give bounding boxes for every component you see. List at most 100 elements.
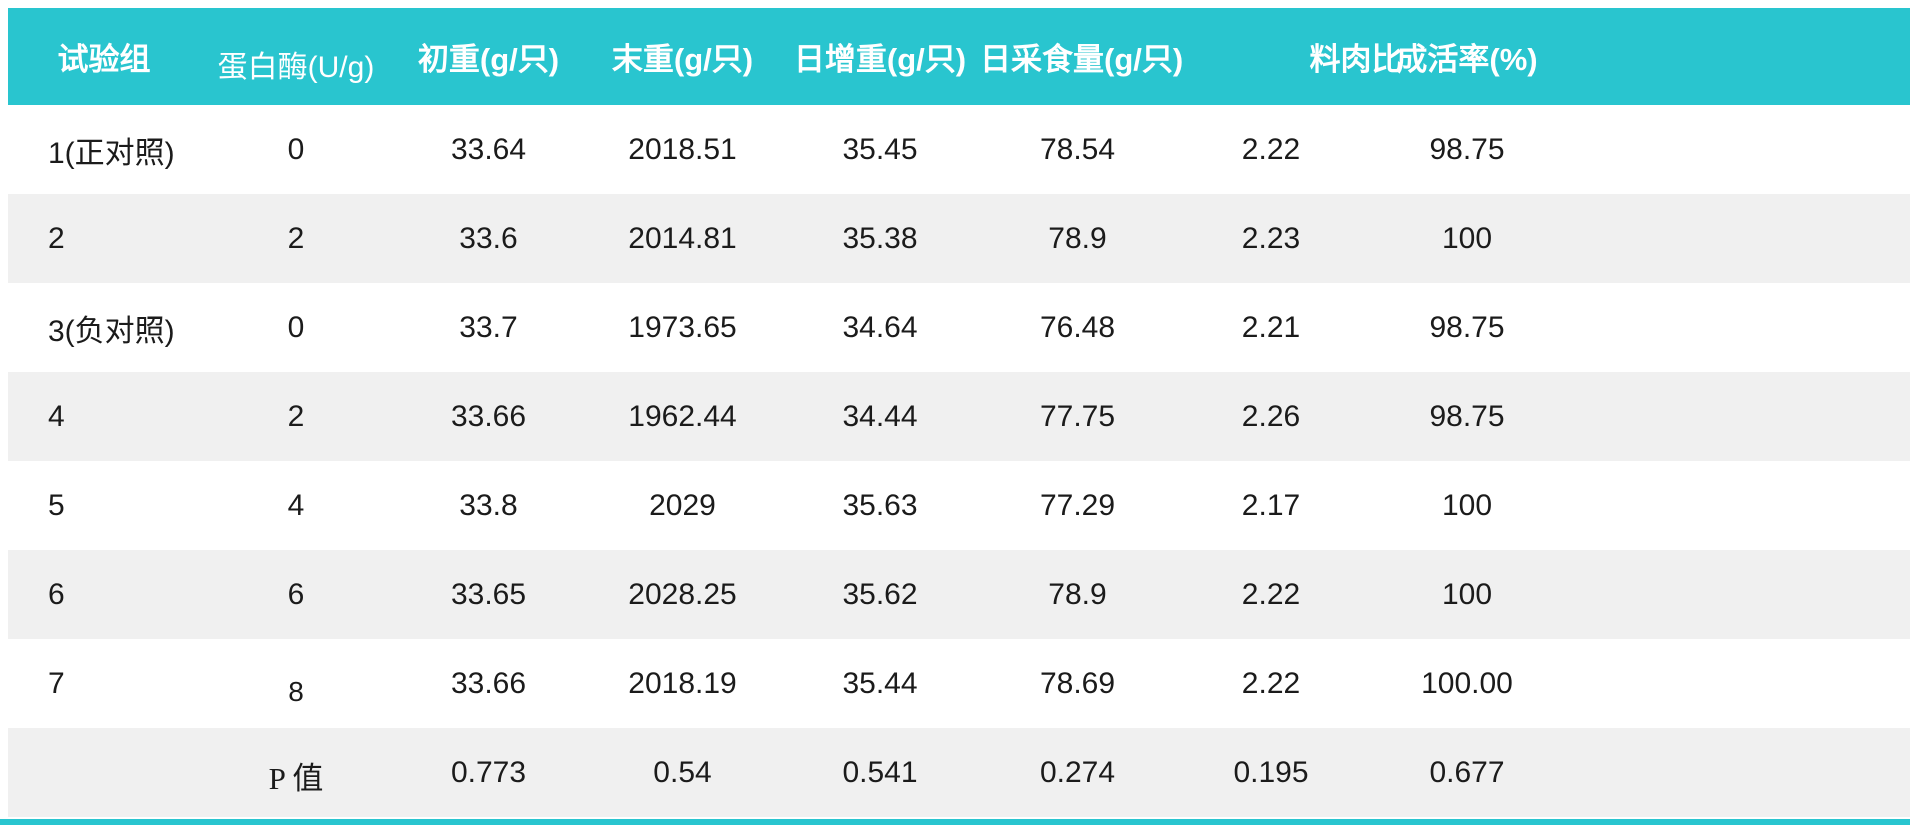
cell: 78.54 bbox=[1039, 132, 1116, 166]
header-label: 日采食量(g/只) bbox=[980, 42, 1184, 77]
cell: 2028.25 bbox=[628, 577, 737, 611]
header-empty-filler bbox=[1567, 8, 1910, 105]
cell: 0.195 bbox=[1233, 755, 1309, 789]
cell: 7 bbox=[48, 666, 65, 700]
filler-cell bbox=[1567, 728, 1910, 817]
bottom-accent-bar bbox=[0, 819, 1910, 825]
header-label: 蛋白酶(U/g) bbox=[217, 50, 375, 84]
cell: 2 bbox=[287, 399, 305, 433]
table-row: 2 2 33.6 2014.81 35.38 78.9 2.23 100 bbox=[8, 194, 1910, 283]
cell: 33.8 bbox=[459, 488, 518, 522]
table-row: 5 4 33.8 2029 35.63 77.29 2.17 100 bbox=[8, 461, 1910, 550]
cell: 100.00 bbox=[1421, 666, 1513, 700]
header-feed-meat-ratio: 料肉比 bbox=[1175, 8, 1403, 105]
cell: 1(正对照) bbox=[48, 136, 175, 170]
cell: 2029 bbox=[649, 488, 716, 522]
cell: 100 bbox=[1441, 577, 1493, 611]
header-label: 试验组 bbox=[57, 42, 151, 77]
cell: 2.26 bbox=[1241, 399, 1301, 433]
cell: 5 bbox=[48, 488, 65, 522]
cell: 1962.44 bbox=[628, 399, 737, 433]
cell: 2.22 bbox=[1241, 132, 1301, 166]
table-row: 6 6 33.65 2028.25 35.62 78.9 2.22 100 bbox=[8, 550, 1910, 639]
cell: 0 bbox=[287, 132, 305, 166]
cell: 35.38 bbox=[842, 221, 918, 255]
cell: 4 bbox=[287, 488, 305, 522]
cell: 0.54 bbox=[653, 755, 712, 789]
data-table: 试验组 蛋白酶(U/g) 初重(g/只) 末重(g/只) 日增重(g/只) 日采… bbox=[8, 8, 1910, 817]
filler-cell bbox=[1567, 283, 1910, 372]
filler-cell bbox=[1567, 550, 1910, 639]
cell: 77.29 bbox=[1039, 488, 1116, 522]
header-protease: 蛋白酶(U/g) bbox=[200, 8, 392, 105]
cell: 0.274 bbox=[1039, 755, 1116, 789]
cell: 77.75 bbox=[1039, 399, 1116, 433]
cell: 78.9 bbox=[1048, 577, 1107, 611]
cell: 35.63 bbox=[842, 488, 918, 522]
cell: 76.48 bbox=[1039, 310, 1116, 344]
cell: 100 bbox=[1441, 221, 1493, 255]
header-final-weight: 末重(g/只) bbox=[585, 8, 780, 105]
header-label: 日增重(g/只) bbox=[793, 42, 967, 77]
filler-cell bbox=[1567, 372, 1910, 461]
header-label: 末重(g/只) bbox=[611, 42, 754, 77]
cell: 33.6 bbox=[459, 221, 518, 255]
cell-text: 8 bbox=[288, 675, 304, 707]
cell: 2.23 bbox=[1241, 221, 1301, 255]
header-test-group: 试验组 bbox=[8, 8, 200, 105]
table-header: 试验组 蛋白酶(U/g) 初重(g/只) 末重(g/只) 日增重(g/只) 日采… bbox=[8, 8, 1910, 105]
header-survival-rate: 成活率(%) bbox=[1367, 8, 1567, 105]
cell: 98.75 bbox=[1429, 132, 1505, 166]
table-body: 1(正对照) 0 33.64 2018.51 35.45 78.54 2.22 98.75 2 2… bbox=[8, 105, 1910, 817]
cell: 1973.65 bbox=[628, 310, 737, 344]
cell: 2014.81 bbox=[628, 221, 737, 255]
cell: 35.45 bbox=[842, 132, 918, 166]
header-initial-weight: 初重(g/只) bbox=[392, 8, 585, 105]
cell: 98.75 bbox=[1429, 399, 1505, 433]
filler-cell bbox=[1567, 461, 1910, 550]
table-row: 1(正对照) 0 33.64 2018.51 35.45 78.54 2.22 98.75 bbox=[8, 105, 1910, 194]
cell: 33.65 bbox=[450, 577, 527, 611]
cell: 2.22 bbox=[1241, 666, 1301, 700]
header-label: 料肉比 bbox=[1309, 42, 1403, 77]
cell: 35.62 bbox=[842, 577, 918, 611]
filler-cell bbox=[1567, 194, 1910, 283]
table-row: 3(负对照) 0 33.7 1973.65 34.64 76.48 2.21 98.75 bbox=[8, 283, 1910, 372]
header-label: 初重(g/只) bbox=[417, 42, 560, 77]
cell: 6 bbox=[287, 577, 305, 611]
cell: 33.64 bbox=[450, 132, 527, 166]
header-daily-gain: 日增重(g/只) bbox=[780, 8, 980, 105]
cell: 2.17 bbox=[1241, 488, 1301, 522]
cell: 2018.19 bbox=[628, 666, 737, 700]
header-row: 试验组 蛋白酶(U/g) 初重(g/只) 末重(g/只) 日增重(g/只) 日采… bbox=[8, 8, 1910, 105]
header-daily-feed-intake: 日采食量(g/只) bbox=[980, 8, 1183, 105]
cell: 3(负对照) bbox=[48, 314, 175, 348]
cell: 2 bbox=[48, 221, 65, 255]
cell: 34.64 bbox=[842, 310, 918, 344]
cell bbox=[8, 728, 200, 817]
filler-cell bbox=[1567, 105, 1910, 194]
cell: 2018.51 bbox=[628, 132, 737, 166]
cell: 6 bbox=[48, 577, 65, 611]
filler-cell bbox=[1567, 639, 1910, 728]
cell: 33.7 bbox=[459, 310, 518, 344]
cell: 2.22 bbox=[1241, 577, 1301, 611]
cell: 2.21 bbox=[1241, 310, 1301, 344]
cell: 35.44 bbox=[842, 666, 918, 700]
cell: 78.69 bbox=[1039, 666, 1116, 700]
cell: 0.541 bbox=[842, 755, 918, 789]
p-value-label: P 值 bbox=[200, 728, 392, 817]
header-label: 成活率(%) bbox=[1396, 42, 1538, 77]
cell: 0 bbox=[287, 310, 305, 344]
cell: 34.44 bbox=[842, 399, 918, 433]
cell: 2 bbox=[287, 221, 305, 255]
table-row: P 值 0.773 0.54 0.541 0.274 0.195 0.677 bbox=[8, 728, 1910, 817]
cell: 33.66 bbox=[450, 399, 527, 433]
cell: 0.677 bbox=[1429, 755, 1505, 789]
cell: 33.66 bbox=[450, 666, 527, 700]
cell: 4 bbox=[48, 399, 65, 433]
cell: 0.773 bbox=[450, 755, 527, 789]
cell: 8 bbox=[200, 639, 392, 728]
cell: 78.9 bbox=[1048, 221, 1107, 255]
